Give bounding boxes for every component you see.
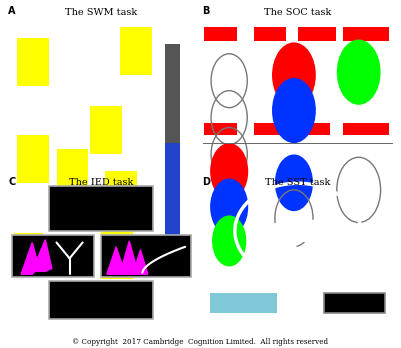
Bar xyxy=(90,106,122,155)
Bar xyxy=(254,123,286,135)
Polygon shape xyxy=(133,250,148,274)
Bar xyxy=(324,293,385,313)
Circle shape xyxy=(272,42,316,108)
Circle shape xyxy=(275,155,313,211)
Text: The SWM task: The SWM task xyxy=(65,8,137,17)
Text: The IED task: The IED task xyxy=(69,178,133,187)
Bar xyxy=(298,27,336,41)
Bar xyxy=(12,235,94,277)
Bar xyxy=(101,235,191,277)
Bar xyxy=(254,27,286,41)
Circle shape xyxy=(210,179,248,235)
Bar xyxy=(49,282,154,319)
Text: The SST task: The SST task xyxy=(265,178,330,187)
Bar xyxy=(49,186,154,231)
Text: D: D xyxy=(203,177,211,187)
Bar xyxy=(105,172,137,220)
Bar xyxy=(17,135,49,183)
Bar xyxy=(205,123,237,135)
Bar xyxy=(343,123,389,135)
Bar xyxy=(343,27,389,41)
Text: The SOC task: The SOC task xyxy=(264,8,331,17)
Bar xyxy=(120,27,152,75)
Text: B: B xyxy=(203,6,210,16)
Circle shape xyxy=(272,78,316,143)
Bar xyxy=(17,38,49,86)
Circle shape xyxy=(210,143,248,200)
Text: C: C xyxy=(8,177,15,187)
Bar xyxy=(16,234,42,274)
Bar xyxy=(101,231,133,279)
Polygon shape xyxy=(120,241,139,274)
Polygon shape xyxy=(107,247,126,274)
Bar xyxy=(165,143,180,248)
Bar xyxy=(165,44,180,143)
Circle shape xyxy=(212,215,246,267)
Polygon shape xyxy=(32,239,52,271)
FancyArrow shape xyxy=(263,212,347,251)
Bar xyxy=(205,27,237,41)
Text: A: A xyxy=(8,6,16,16)
Bar xyxy=(210,293,277,313)
Text: © Copyright  2017 Cambridge  Cognition Limited.  All rights reserved: © Copyright 2017 Cambridge Cognition Lim… xyxy=(73,338,328,346)
Bar xyxy=(57,149,88,197)
Polygon shape xyxy=(21,243,39,274)
Bar xyxy=(298,123,330,135)
Circle shape xyxy=(337,40,381,105)
